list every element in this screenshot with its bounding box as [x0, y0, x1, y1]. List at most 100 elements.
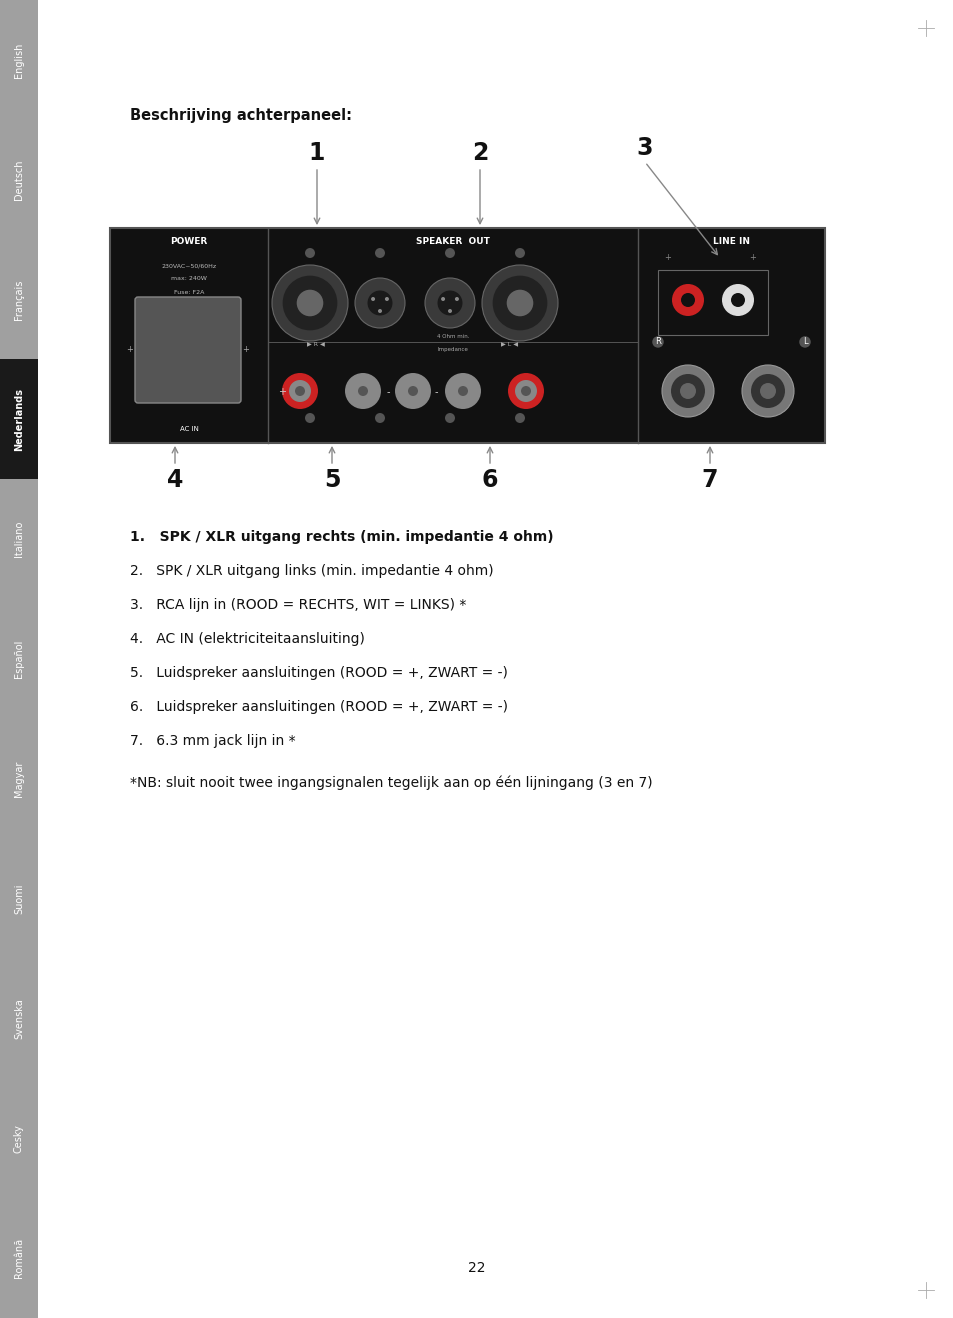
Circle shape — [444, 413, 455, 423]
Bar — [0, 360, 38, 480]
FancyBboxPatch shape — [135, 297, 241, 403]
Text: 4: 4 — [167, 468, 183, 492]
Text: +: + — [127, 345, 133, 355]
Circle shape — [282, 275, 337, 331]
Text: Suomi: Suomi — [14, 883, 24, 913]
Text: L: L — [801, 337, 806, 347]
Circle shape — [515, 248, 524, 258]
Circle shape — [289, 380, 311, 402]
Text: 2.   SPK / XLR uitgang links (min. impedantie 4 ohm): 2. SPK / XLR uitgang links (min. impedan… — [130, 564, 493, 579]
Text: R: R — [655, 337, 660, 347]
Bar — [0, 480, 38, 600]
Bar — [0, 600, 38, 718]
Text: ▶ L ◀: ▶ L ◀ — [501, 341, 518, 347]
Circle shape — [444, 373, 480, 409]
Circle shape — [377, 308, 381, 312]
Circle shape — [671, 283, 703, 316]
Text: Italiano: Italiano — [14, 521, 24, 558]
Text: max: 240W: max: 240W — [171, 277, 207, 282]
Text: 22: 22 — [468, 1261, 485, 1275]
Text: 2: 2 — [472, 141, 488, 165]
Circle shape — [305, 248, 314, 258]
Circle shape — [452, 380, 474, 402]
Text: Fuse: F2A: Fuse: F2A — [173, 290, 204, 294]
Circle shape — [750, 374, 784, 409]
Circle shape — [282, 373, 317, 409]
Circle shape — [371, 297, 375, 301]
Circle shape — [741, 365, 793, 416]
Text: 1.   SPK / XLR uitgang rechts (min. impedantie 4 ohm): 1. SPK / XLR uitgang rechts (min. impeda… — [130, 530, 553, 544]
Circle shape — [455, 297, 458, 301]
Text: +: + — [664, 253, 671, 262]
Circle shape — [670, 374, 704, 409]
Circle shape — [345, 373, 380, 409]
Text: 1: 1 — [309, 141, 325, 165]
Text: SPEAKER  OUT: SPEAKER OUT — [416, 237, 490, 246]
Circle shape — [721, 283, 753, 316]
Bar — [0, 120, 38, 240]
Circle shape — [520, 386, 531, 395]
Text: 3: 3 — [636, 136, 653, 159]
Circle shape — [401, 380, 423, 402]
Circle shape — [296, 290, 323, 316]
Circle shape — [492, 275, 547, 331]
Text: +: + — [749, 253, 756, 262]
Text: Cesky: Cesky — [14, 1124, 24, 1153]
Circle shape — [457, 386, 468, 395]
Text: English: English — [14, 42, 24, 78]
Text: 3.   RCA lijn in (ROOD = RECHTS, WIT = LINKS) *: 3. RCA lijn in (ROOD = RECHTS, WIT = LIN… — [130, 598, 466, 612]
Text: Français: Français — [14, 279, 24, 320]
Text: +: + — [277, 387, 286, 397]
Text: AC IN: AC IN — [179, 426, 198, 432]
Circle shape — [367, 290, 392, 315]
Text: Impedance: Impedance — [437, 348, 468, 352]
Text: Svenska: Svenska — [14, 998, 24, 1039]
Circle shape — [384, 297, 389, 301]
Circle shape — [680, 293, 695, 307]
Circle shape — [357, 386, 368, 395]
Text: *NB: sluit nooit twee ingangsignalen tegelijk aan op één lijningang (3 en 7): *NB: sluit nooit twee ingangsignalen teg… — [130, 776, 652, 791]
Bar — [0, 838, 38, 958]
Circle shape — [294, 386, 305, 395]
Text: 6.   Luidspreker aansluitingen (ROOD = +, ZWART = -): 6. Luidspreker aansluitingen (ROOD = +, … — [130, 700, 507, 714]
Text: Nederlands: Nederlands — [14, 387, 24, 451]
Circle shape — [444, 248, 455, 258]
Bar — [0, 240, 38, 360]
Text: Magyar: Magyar — [14, 760, 24, 797]
Circle shape — [305, 413, 314, 423]
Text: Deutsch: Deutsch — [14, 159, 24, 200]
Bar — [0, 1198, 38, 1318]
Text: 5.   Luidspreker aansluitingen (ROOD = +, ZWART = -): 5. Luidspreker aansluitingen (ROOD = +, … — [130, 666, 507, 680]
Text: 7: 7 — [701, 468, 718, 492]
Circle shape — [355, 278, 405, 328]
Circle shape — [507, 373, 543, 409]
Bar — [0, 0, 38, 120]
Circle shape — [375, 413, 385, 423]
Circle shape — [437, 290, 462, 315]
Text: +: + — [242, 345, 249, 355]
Text: -: - — [434, 387, 437, 397]
Text: 4.   AC IN (elektriciteitaansluiting): 4. AC IN (elektriciteitaansluiting) — [130, 633, 364, 646]
Circle shape — [408, 386, 417, 395]
Circle shape — [375, 248, 385, 258]
Circle shape — [661, 365, 713, 416]
Circle shape — [760, 384, 775, 399]
Bar — [0, 958, 38, 1078]
Text: 6: 6 — [481, 468, 497, 492]
Text: LINE IN: LINE IN — [712, 237, 749, 246]
Circle shape — [424, 278, 475, 328]
Circle shape — [506, 290, 533, 316]
Text: 5: 5 — [323, 468, 340, 492]
Text: POWER: POWER — [171, 237, 208, 246]
Text: Română: Română — [14, 1238, 24, 1278]
Circle shape — [272, 265, 348, 341]
Bar — [110, 228, 824, 443]
Text: -: - — [386, 387, 390, 397]
Text: Beschrijving achterpaneel:: Beschrijving achterpaneel: — [130, 108, 352, 123]
Bar — [658, 270, 767, 335]
Text: 230VAC~50/60Hz: 230VAC~50/60Hz — [161, 264, 216, 269]
Circle shape — [679, 384, 696, 399]
Text: ▶ R ◀: ▶ R ◀ — [307, 341, 325, 347]
Circle shape — [395, 373, 431, 409]
Text: Español: Español — [14, 639, 24, 679]
